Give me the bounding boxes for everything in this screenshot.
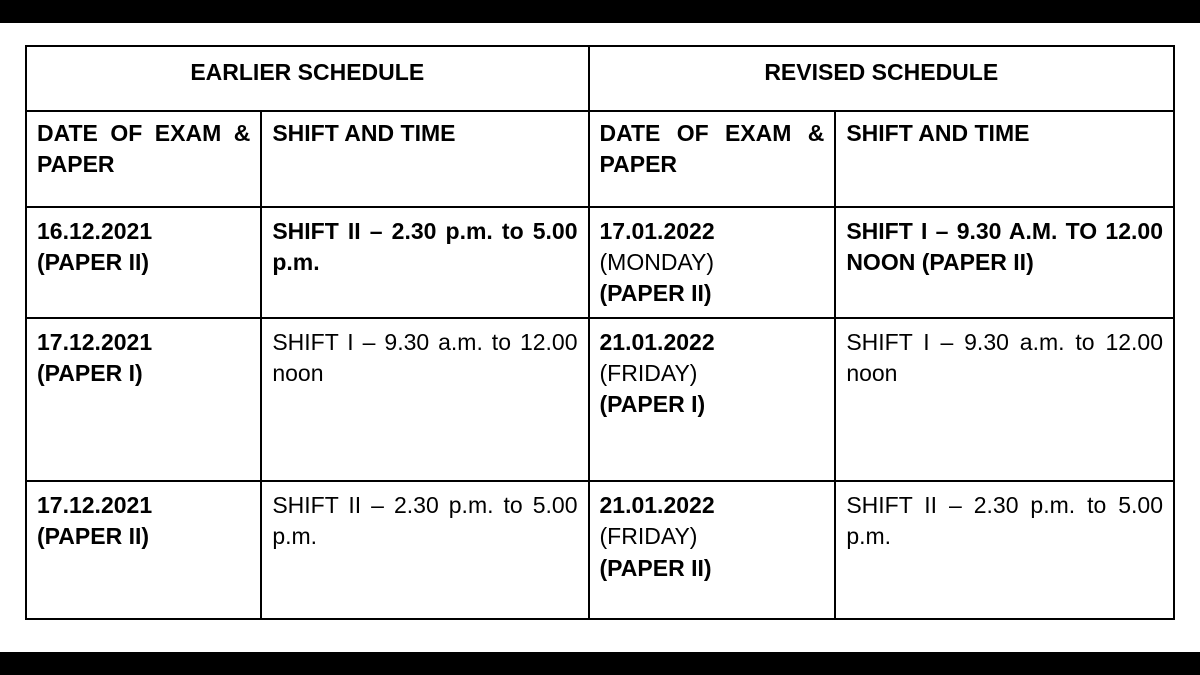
day-text: (MONDAY) [600,249,715,275]
table-subheader-row: DATE OF EXAM & PAPER SHIFT AND TIME DATE… [26,111,1174,207]
shift-text: SHIFT II – 2.30 p.m. to 5.00 p.m. [272,218,577,275]
shift-text: SHIFT I – 9.30 A.M. TO 12.00 NOON (PAPER… [846,218,1163,275]
paper-text: (PAPER II) [600,555,712,581]
date-text: 21.01.2022 [600,329,715,355]
cell-earlier-shift: SHIFT I – 9.30 a.m. to 12.00 noon [261,318,588,481]
shift-text: SHIFT I – 9.30 a.m. to 12.00 noon [846,329,1163,386]
schedule-table: EARLIER SCHEDULE REVISED SCHEDULE DATE O… [25,45,1175,620]
table-row: 17.12.2021 (PAPER I) SHIFT I – 9.30 a.m.… [26,318,1174,481]
cell-revised-date: 21.01.2022 (FRIDAY) (PAPER II) [589,481,836,618]
paper-text: (PAPER II) [600,280,712,306]
day-text: (FRIDAY) [600,360,698,386]
day-text: (FRIDAY) [600,523,698,549]
cell-earlier-date: 17.12.2021 (PAPER II) [26,481,261,618]
document-page: EARLIER SCHEDULE REVISED SCHEDULE DATE O… [0,23,1200,652]
cell-revised-shift: SHIFT II – 2.30 p.m. to 5.00 p.m. [835,481,1174,618]
header-revised: REVISED SCHEDULE [589,46,1175,111]
cell-revised-date: 21.01.2022 (FRIDAY) (PAPER I) [589,318,836,481]
date-text: 17.12.2021 [37,492,152,518]
table-row: 16.12.2021 (PAPER II) SHIFT II – 2.30 p.… [26,207,1174,318]
paper-text: (PAPER II) [37,249,149,275]
subheader-revised-shift: SHIFT AND TIME [835,111,1174,207]
date-text: 21.01.2022 [600,492,715,518]
cell-revised-shift: SHIFT I – 9.30 A.M. TO 12.00 NOON (PAPER… [835,207,1174,318]
header-earlier: EARLIER SCHEDULE [26,46,589,111]
cell-earlier-date: 17.12.2021 (PAPER I) [26,318,261,481]
shift-text: SHIFT I – 9.30 a.m. to 12.00 noon [272,329,577,386]
cell-revised-shift: SHIFT I – 9.30 a.m. to 12.00 noon [835,318,1174,481]
date-text: 17.12.2021 [37,329,152,355]
cell-earlier-date: 16.12.2021 (PAPER II) [26,207,261,318]
subheader-revised-date: DATE OF EXAM & PAPER [589,111,836,207]
date-text: 16.12.2021 [37,218,152,244]
shift-text: SHIFT II – 2.30 p.m. to 5.00 p.m. [272,492,577,549]
cell-earlier-shift: SHIFT II – 2.30 p.m. to 5.00 p.m. [261,481,588,618]
table-header-row: EARLIER SCHEDULE REVISED SCHEDULE [26,46,1174,111]
subheader-earlier-shift: SHIFT AND TIME [261,111,588,207]
paper-text: (PAPER I) [600,391,706,417]
paper-text: (PAPER II) [37,523,149,549]
paper-text: (PAPER I) [37,360,143,386]
subheader-earlier-date: DATE OF EXAM & PAPER [26,111,261,207]
table-row: 17.12.2021 (PAPER II) SHIFT II – 2.30 p.… [26,481,1174,618]
shift-text: SHIFT II – 2.30 p.m. to 5.00 p.m. [846,492,1163,549]
cell-revised-date: 17.01.2022 (MONDAY) (PAPER II) [589,207,836,318]
cell-earlier-shift: SHIFT II – 2.30 p.m. to 5.00 p.m. [261,207,588,318]
date-text: 17.01.2022 [600,218,715,244]
